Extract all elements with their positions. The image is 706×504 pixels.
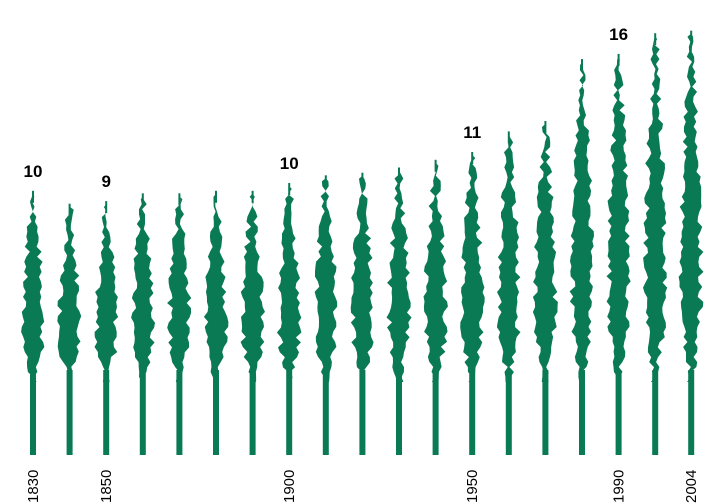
tree-bar-1840 — [57, 203, 82, 455]
tree-bar-1890 — [240, 190, 265, 455]
tree-foliage — [203, 193, 229, 382]
tree-trunk — [66, 370, 73, 455]
tree-trunk — [579, 370, 585, 455]
tree-bar-1880 — [203, 190, 229, 455]
tree-foliage — [167, 196, 192, 382]
tree-foliage — [678, 33, 704, 383]
tree-foliage — [314, 178, 338, 382]
tree-foliage — [423, 162, 448, 382]
tree-bar-1940 — [423, 159, 448, 455]
tree-foliage — [94, 204, 119, 382]
tree-bar-1930 — [386, 167, 412, 455]
tree-tip — [68, 203, 71, 216]
tree-bar-1960 — [496, 131, 521, 455]
tree-series — [21, 30, 704, 455]
tree-foliage — [643, 36, 668, 382]
value-labels: 10 9 10 11 16 — [24, 25, 629, 191]
tree-trunk — [542, 370, 549, 455]
tree-tip — [434, 159, 437, 172]
tree-bar-1910 — [314, 175, 338, 455]
data-label-1850: 9 — [101, 172, 110, 191]
tree-foliage — [350, 175, 374, 382]
tree-tip — [178, 193, 181, 206]
tree-trunk — [176, 370, 183, 455]
tree-trunk — [396, 370, 402, 455]
tree-trunk — [469, 370, 476, 455]
x-tick-label-1990: 1990 — [611, 470, 628, 503]
tree-bar-1980 — [569, 59, 594, 455]
tree-trunk — [103, 370, 110, 455]
tree-tip — [398, 167, 400, 180]
x-tick-label-1850: 1850 — [98, 470, 115, 503]
tree-tip — [544, 121, 547, 133]
x-tick-label-2004: 2004 — [683, 470, 700, 503]
tree-foliage — [240, 193, 265, 382]
tree-bar-1920 — [350, 172, 374, 455]
tree-bar-1850 — [94, 201, 119, 455]
tree-foliage — [532, 124, 558, 383]
data-label-1900: 10 — [280, 154, 299, 173]
tree-bar-1950 — [460, 152, 485, 455]
tree-trunk — [505, 370, 512, 455]
tree-bar-1860 — [131, 193, 155, 455]
tree-trunk — [359, 370, 366, 455]
tree-foliage — [131, 196, 155, 382]
tree-foliage — [57, 206, 82, 382]
tree-bar-1970 — [532, 121, 558, 455]
tree-trunk — [615, 370, 622, 455]
tree-trunk — [249, 370, 256, 455]
tree-bar-1900 — [276, 183, 302, 455]
tree-trunk — [322, 370, 329, 455]
x-tick-label-1830: 1830 — [25, 470, 42, 503]
tree-foliage — [276, 186, 302, 382]
tree-trunk — [139, 370, 146, 455]
tree-trunk — [213, 370, 219, 455]
tree-trunk — [30, 370, 36, 455]
data-label-1830: 10 — [24, 162, 43, 181]
tree-bar-1870 — [167, 193, 192, 455]
tree-bar-2004 — [678, 30, 704, 455]
tree-foliage — [496, 134, 521, 382]
tree-trunk — [688, 370, 695, 455]
tree-foliage — [460, 155, 485, 382]
tree-bar-1990 — [606, 53, 631, 455]
tree-trunk — [286, 370, 293, 455]
tree-trunk — [432, 370, 439, 455]
tree-tip — [471, 152, 474, 164]
tree-foliage — [606, 56, 631, 383]
tree-tip — [215, 190, 217, 203]
tree-tip — [507, 131, 510, 144]
tree-foliage — [386, 170, 412, 382]
tree-trunk — [652, 370, 659, 455]
tree-foliage — [21, 193, 45, 382]
x-tick-label-1950: 1950 — [464, 470, 481, 503]
data-label-1990: 16 — [609, 25, 628, 44]
data-label-1950: 11 — [463, 123, 481, 142]
tree-foliage — [569, 62, 594, 383]
tree-bar-2000 — [643, 33, 668, 455]
tree-bar-1830 — [21, 190, 45, 455]
x-tick-label-1900: 1900 — [281, 470, 298, 503]
x-axis-ticks: 1830 1850 1900 1950 1990 2004 — [25, 470, 700, 503]
